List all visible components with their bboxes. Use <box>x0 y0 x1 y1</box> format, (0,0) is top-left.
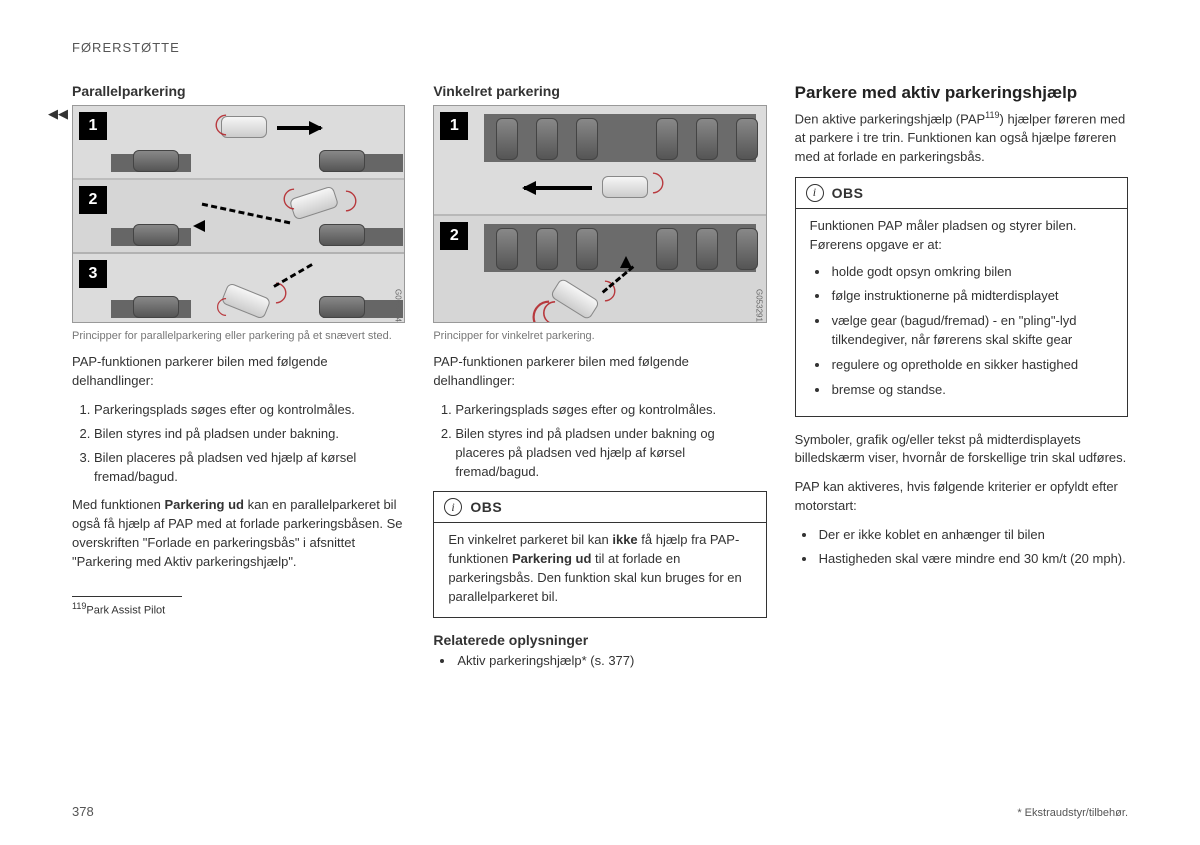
col2-intro: PAP-funktionen parkerer bilen med følgen… <box>433 353 766 391</box>
obs-bullet-list: holde godt opsyn omkring bilen følge ins… <box>810 263 1113 400</box>
related-heading: Relaterede oplysninger <box>433 632 766 648</box>
continuation-marker: ◀◀ <box>48 106 68 122</box>
obs-note-box: i OBS Funktionen PAP måler pladsen og st… <box>795 177 1128 417</box>
list-item: følge instruktionerne på midterdisplayet <box>830 287 1113 306</box>
figure-parallel-parking: 1 2 3 <box>72 105 405 323</box>
list-item: Hastigheden skal være mindre end 30 km/t… <box>817 550 1128 569</box>
fig-step-2: 2 <box>440 222 468 250</box>
page-number: 378 <box>72 804 94 819</box>
text-bold: Parkering ud <box>165 497 244 512</box>
column-1: Parallelparkering 1 2 <box>72 83 405 681</box>
info-icon: i <box>806 184 824 202</box>
col3-bullets: Der er ikke koblet en anhænger til bilen… <box>795 526 1128 569</box>
content-columns: Parallelparkering 1 2 <box>72 83 1128 681</box>
list-item: bremse og standse. <box>830 381 1113 400</box>
obs-body: Funktionen PAP måler pladsen og styrer b… <box>796 209 1127 416</box>
list-item: Bilen styres ind på pladsen under baknin… <box>94 425 405 444</box>
column-2: Vinkelret parkering 1 2 <box>433 83 766 681</box>
figure-code: G053291 <box>755 289 764 322</box>
list-item: Der er ikke koblet en anhænger til bilen <box>817 526 1128 545</box>
asterisk-footnote: * Ekstraudstyr/tilbehør. <box>1017 807 1128 819</box>
obs-body: En vinkelret parkeret bil kan ikke få hj… <box>434 523 765 616</box>
col3-para2: PAP kan aktiveres, hvis følgende kriteri… <box>795 478 1128 516</box>
footnote-number: 119 <box>72 601 86 611</box>
list-item: Bilen placeres på pladsen ved hjælp af k… <box>94 449 405 487</box>
list-item: Parkeringsplads søges efter og kontrolmå… <box>455 401 766 420</box>
col2-steps: Parkeringsplads søges efter og kontrolmå… <box>433 401 766 481</box>
info-icon: i <box>444 498 462 516</box>
col3-intro: Den aktive parkeringshjælp (PAP119) hjæl… <box>795 109 1128 167</box>
text: En vinkelret parkeret bil kan <box>448 532 612 547</box>
figure-caption-2: Principper for vinkelret parkering. <box>433 329 766 343</box>
fig-step-3: 3 <box>79 260 107 288</box>
footnote-text: Park Assist Pilot <box>86 604 165 616</box>
text: Den aktive parkeringshjælp (PAP <box>795 111 986 126</box>
col2-subhead: Vinkelret parkering <box>433 83 766 99</box>
figure-caption-1: Principper for parallelparkering eller p… <box>72 329 405 343</box>
list-item: holde godt opsyn omkring bilen <box>830 263 1113 282</box>
figure-perpendicular-parking: 1 2 G053291 <box>433 105 766 323</box>
footnote-ref: 119 <box>985 110 999 120</box>
footnote: 119Park Assist Pilot <box>72 601 405 617</box>
related-item: Aktiv parkeringshjælp* (s. 377) <box>455 652 766 671</box>
obs-note-box: i OBS En vinkelret parkeret bil kan ikke… <box>433 491 766 617</box>
list-item: regulere og opretholde en sikker hastigh… <box>830 356 1113 375</box>
obs-header: i OBS <box>434 492 765 523</box>
figure-code: G053344 <box>393 289 402 322</box>
related-list: Aktiv parkeringshjælp* (s. 377) <box>433 652 766 671</box>
col1-steps: Parkeringsplads søges efter og kontrolmå… <box>72 401 405 486</box>
obs-lead: Funktionen PAP måler pladsen og styrer b… <box>810 217 1113 255</box>
text-bold: Parkering ud <box>512 551 591 566</box>
obs-label: OBS <box>470 499 502 515</box>
col1-subhead: Parallelparkering <box>72 83 405 99</box>
fig-step-1: 1 <box>440 112 468 140</box>
column-3: Parkere med aktiv parkeringshjælp Den ak… <box>795 83 1128 681</box>
col3-para1: Symboler, grafik og/eller tekst på midte… <box>795 431 1128 469</box>
obs-header: i OBS <box>796 178 1127 209</box>
fig-step-2: 2 <box>79 186 107 214</box>
col1-outro: Med funktionen Parkering ud kan en paral… <box>72 496 405 571</box>
list-item: Parkeringsplads søges efter og kontrolmå… <box>94 401 405 420</box>
footnote-rule <box>72 596 182 597</box>
text-bold: ikke <box>612 532 637 547</box>
obs-label: OBS <box>832 185 864 201</box>
col1-intro: PAP-funktionen parkerer bilen med følgen… <box>72 353 405 391</box>
list-item: vælge gear (bagud/fremad) - en "pling"-l… <box>830 312 1113 350</box>
text: Med funktionen <box>72 497 165 512</box>
fig-step-1: 1 <box>79 112 107 140</box>
col3-title: Parkere med aktiv parkeringshjælp <box>795 83 1128 103</box>
list-item: Bilen styres ind på pladsen under baknin… <box>455 425 766 482</box>
page-section-header: FØRERSTØTTE <box>72 40 1128 55</box>
